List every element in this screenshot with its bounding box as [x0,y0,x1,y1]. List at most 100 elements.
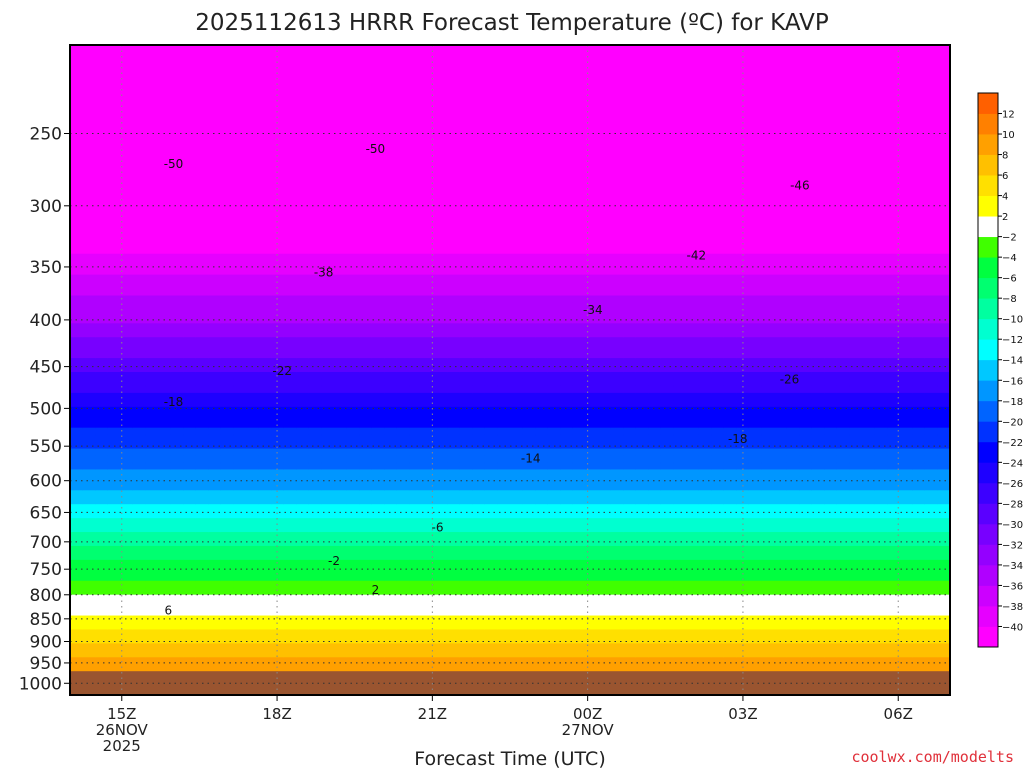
temperature-cell [283,330,297,338]
temperature-cell [158,65,172,74]
temperature-cell [472,434,486,443]
temperature-cell [220,358,235,366]
temperature-cell [283,225,297,234]
temperature-cell [258,170,272,178]
temperature-cell [598,406,612,415]
temperature-cell [132,121,147,130]
temperature-cell [246,483,260,491]
temperature-cell [698,218,712,227]
temperature-cell [296,525,310,533]
temperature-cell [560,580,574,589]
temperature-cell [321,420,335,429]
temperature-cell [132,476,147,484]
temperature-cell [422,372,436,380]
temperature-cell [409,253,423,262]
temperature-cell [220,246,235,255]
temperature-cell [271,246,285,255]
temperature-cell [233,601,247,610]
temperature-cell [258,253,272,262]
temperature-cell [422,455,436,464]
temperature-cell [334,191,348,199]
temperature-cell [660,629,675,638]
temperature-cell [170,225,184,234]
temperature-cell [170,163,184,171]
temperature-cell [572,295,587,304]
temperature-cell [132,72,147,81]
temperature-cell [246,330,260,338]
temperature-cell [396,316,411,324]
temperature-cell [308,608,323,617]
temperature-cell [585,170,599,178]
temperature-cell [409,476,423,484]
temperature-cell [660,441,675,450]
temperature-cell [610,469,624,477]
temperature-cell [623,365,637,373]
temperature-cell [384,177,398,185]
temperature-cell [610,253,624,262]
temperature-cell [120,469,134,477]
temperature-cell [635,573,649,582]
temperature-cell [560,594,574,603]
temperature-cell [535,532,549,540]
temperature-cell [598,420,612,429]
temperature-cell [70,246,84,255]
temperature-cell [183,448,197,457]
temperature-cell [723,177,737,185]
temperature-cell [195,51,209,60]
temperature-cell [510,344,524,352]
temperature-cell [547,142,561,150]
temperature-cell [686,232,700,241]
temperature-cell [623,622,637,631]
temperature-cell [233,198,247,206]
temperature-cell [623,434,637,443]
temperature-cell [748,58,763,67]
temperature-cell [346,260,360,269]
temperature-cell [522,511,536,519]
temperature-cell [535,358,549,366]
temperature-cell [623,184,637,192]
temperature-cell [183,587,197,596]
temperature-cell [409,601,423,610]
temperature-cell [371,406,385,415]
temperature-cell [371,107,385,116]
temperature-cell [447,232,461,241]
temperature-cell [145,211,159,220]
temperature-cell [585,643,599,651]
temperature-cell [635,191,649,199]
temperature-cell [246,198,260,206]
temperature-cell [673,128,687,137]
temperature-cell [183,198,197,206]
temperature-cell [434,518,448,526]
temperature-cell [371,163,385,171]
temperature-cell [321,441,335,450]
temperature-cell [723,525,737,533]
temperature-cell [95,128,109,137]
temperature-cell [598,650,612,658]
temperature-cell [359,490,373,498]
temperature-cell [107,65,121,74]
temperature-cell [170,128,184,137]
temperature-cell [686,191,700,199]
temperature-cell [635,434,649,443]
temperature-cell [610,93,624,102]
temperature-cell [723,93,737,102]
temperature-cell [447,177,461,185]
temperature-cell [107,511,121,519]
temperature-cell [510,462,524,471]
temperature-cell [384,497,398,505]
temperature-cell [296,511,310,519]
temperature-cell [321,650,335,658]
temperature-cell [686,302,700,310]
temperature-cell [472,323,486,331]
temperature-cell [610,337,624,345]
temperature-cell [459,149,473,157]
temperature-cell [422,302,436,310]
temperature-cell [673,643,687,651]
temperature-cell [648,587,662,596]
temperature-cell [120,65,134,74]
temperature-cell [459,587,473,596]
temperature-cell [472,525,486,533]
temperature-cell [271,358,285,366]
temperature-cell [271,58,285,67]
temperature-cell [472,58,486,67]
